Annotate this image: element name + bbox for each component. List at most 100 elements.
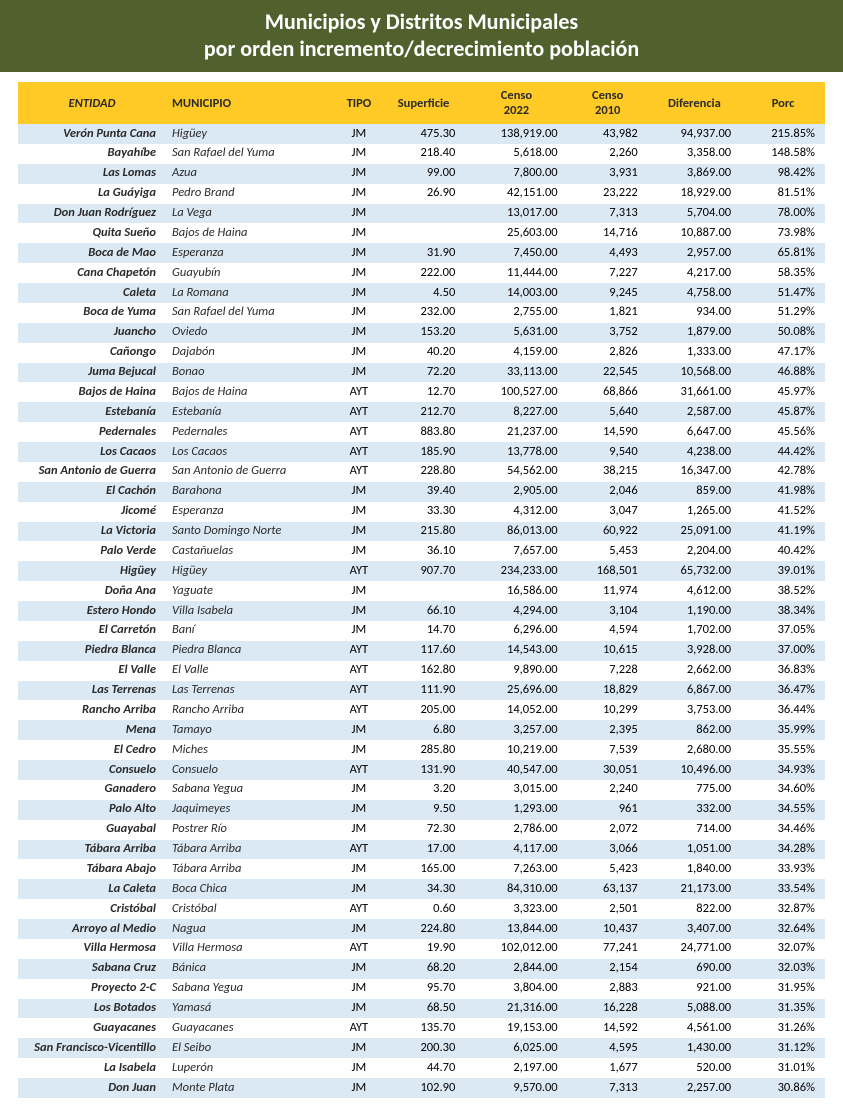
cell: 6,647.00	[648, 422, 741, 442]
cell: La Caleta	[18, 879, 166, 899]
cell: 31.35%	[741, 999, 825, 1019]
cell: JM	[336, 482, 382, 502]
table-row: El CarretónBaníJM14.706,296.004,5941,702…	[18, 621, 825, 641]
table-row: BayahíbeSan Rafael del YumaJM218.405,618…	[18, 144, 825, 164]
cell: 3,066	[568, 840, 648, 860]
cell: 34.46%	[741, 820, 825, 840]
cell: JM	[336, 720, 382, 740]
cell: 23,222	[568, 184, 648, 204]
table-row: El ValleEl ValleAYT162.809,890.007,2282,…	[18, 661, 825, 681]
cell: 22,545	[568, 363, 648, 383]
cell: La Victoria	[18, 522, 166, 542]
cell: 2,257.00	[648, 1078, 741, 1098]
cell: 5,453	[568, 541, 648, 561]
cell: Piedra Blanca	[166, 641, 336, 661]
cell: 9.50	[382, 800, 466, 820]
cell: 14,543.00	[465, 641, 567, 661]
cell: 907.70	[382, 561, 466, 581]
cell: El Carretón	[18, 621, 166, 641]
cell: Monte Plata	[166, 1078, 336, 1098]
cell: Sabana Cruz	[18, 959, 166, 979]
cell: Santo Domingo Norte	[166, 522, 336, 542]
cell: AYT	[336, 700, 382, 720]
cell: AYT	[336, 382, 382, 402]
page: Municipios y Distritos Municipales por o…	[0, 0, 843, 1118]
cell: Boca de Yuma	[18, 303, 166, 323]
cell: 33.30	[382, 502, 466, 522]
cell: 18,929.00	[648, 184, 741, 204]
cell: JM	[336, 879, 382, 899]
cell: 19,153.00	[465, 1018, 567, 1038]
cell: 98.42%	[741, 164, 825, 184]
table-row: Don Juan RodríguezLa VegaJM13,017.007,31…	[18, 204, 825, 224]
cell: 6,296.00	[465, 621, 567, 641]
cell: 0.60	[382, 899, 466, 919]
cell: 41.98%	[741, 482, 825, 502]
cell: 25,091.00	[648, 522, 741, 542]
table-row: Juma BejucalBonaoJM72.2033,113.0022,5451…	[18, 363, 825, 383]
cell: 117.60	[382, 641, 466, 661]
cell: El Cachón	[18, 482, 166, 502]
cell: Consuelo	[166, 760, 336, 780]
table-row: GuayabalPostrer RíoJM72.302,786.002,0727…	[18, 820, 825, 840]
cell: 77,241	[568, 939, 648, 959]
cell: 33.54%	[741, 879, 825, 899]
cell	[382, 223, 466, 243]
cell: 84,310.00	[465, 879, 567, 899]
cell: Ganadero	[18, 780, 166, 800]
col-censo-2022: Censo2022	[465, 82, 567, 124]
cell: Tábara Arriba	[18, 840, 166, 860]
cell: 5,704.00	[648, 204, 741, 224]
cell: Yaguate	[166, 581, 336, 601]
cell: Tamayo	[166, 720, 336, 740]
cell: 4,493	[568, 243, 648, 263]
cell: 153.20	[382, 323, 466, 343]
cell: 3,931	[568, 164, 648, 184]
cell: AYT	[336, 442, 382, 462]
cell: AYT	[336, 840, 382, 860]
cell: 31.90	[382, 243, 466, 263]
table-row: El CedroMichesJM285.8010,219.007,5392,68…	[18, 740, 825, 760]
cell: JM	[336, 979, 382, 999]
cell: 31.12%	[741, 1038, 825, 1058]
cell: JM	[336, 363, 382, 383]
population-table: ENTIDAD MUNICIPIO TIPO Superficie Censo2…	[18, 82, 825, 1098]
cell: 7,227	[568, 263, 648, 283]
cell: 13,017.00	[465, 204, 567, 224]
table-row: Cana ChapetónGuayubínJM222.0011,444.007,…	[18, 263, 825, 283]
cell: JM	[336, 919, 382, 939]
cell: 714.00	[648, 820, 741, 840]
cell: 218.40	[382, 144, 466, 164]
cell: 30.86%	[741, 1078, 825, 1098]
cell: Guayubín	[166, 263, 336, 283]
cell: Estero Hondo	[18, 601, 166, 621]
cell: 45.87%	[741, 402, 825, 422]
cell: El Seibo	[166, 1038, 336, 1058]
cell: 1,051.00	[648, 840, 741, 860]
cell: 2,204.00	[648, 541, 741, 561]
cell: Barahona	[166, 482, 336, 502]
cell: 10,437	[568, 919, 648, 939]
cell: Villa Isabela	[166, 601, 336, 621]
cell: 215.85%	[741, 124, 825, 144]
cell: Don Juan	[18, 1078, 166, 1098]
table-row: Don JuanMonte PlataJM102.909,570.007,313…	[18, 1078, 825, 1098]
col-diferencia: Diferencia	[648, 82, 741, 124]
cell: 8,227.00	[465, 402, 567, 422]
cell: AYT	[336, 939, 382, 959]
cell: 102.90	[382, 1078, 466, 1098]
cell: 31.01%	[741, 1058, 825, 1078]
cell: 34.28%	[741, 840, 825, 860]
cell: 11,974	[568, 581, 648, 601]
cell: 7,263.00	[465, 859, 567, 879]
cell: 224.80	[382, 919, 466, 939]
cell: 2,587.00	[648, 402, 741, 422]
cell: Castañuelas	[166, 541, 336, 561]
cell: 934.00	[648, 303, 741, 323]
cell: 228.80	[382, 462, 466, 482]
table-row: Estero HondoVilla IsabelaJM66.104,294.00…	[18, 601, 825, 621]
cell: Sabana Yegua	[166, 979, 336, 999]
table-row: Rancho ArribaRancho ArribaAYT205.0014,05…	[18, 700, 825, 720]
cell: JM	[336, 999, 382, 1019]
cell: 285.80	[382, 740, 466, 760]
